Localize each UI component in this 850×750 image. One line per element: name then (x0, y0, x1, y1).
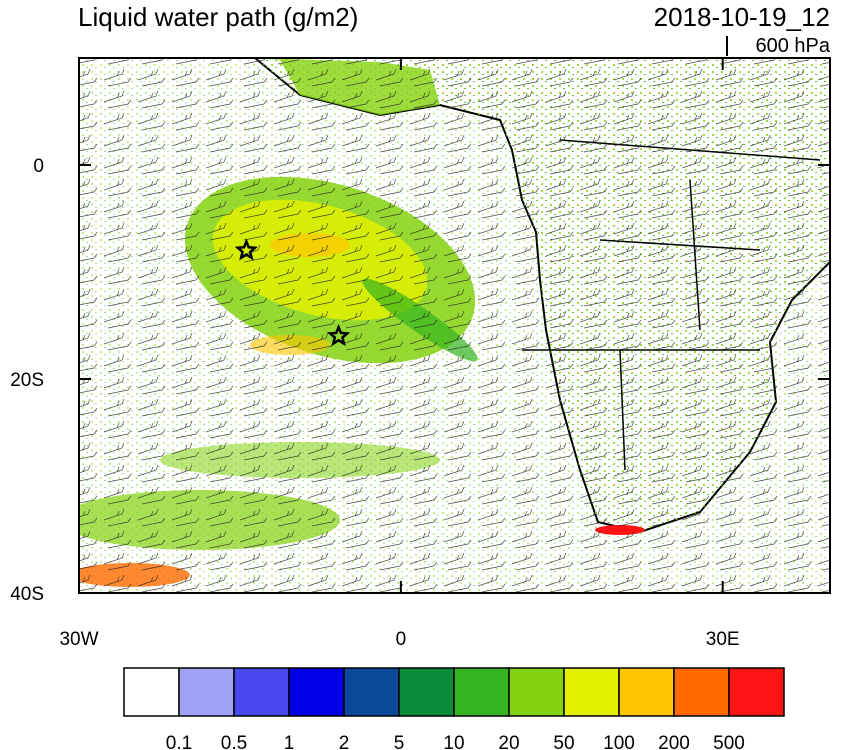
y-tick-label: 40S (10, 584, 44, 605)
colorbar-box (453, 667, 510, 717)
colorbar-label: 100 (603, 733, 635, 750)
colorbar-box (343, 667, 400, 717)
colorbar-box (288, 667, 345, 717)
x-tick-label: 0 (396, 629, 407, 650)
colorbar-box (178, 667, 235, 717)
colorbar-box (123, 667, 180, 717)
colorbar-label: 0.1 (166, 733, 192, 750)
colorbar-label: 10 (443, 733, 464, 750)
colorbar-box (673, 667, 730, 717)
y-tick-label: 0 (33, 156, 44, 177)
colorbar-label: 1 (284, 733, 295, 750)
colorbar-label: 0.5 (221, 733, 247, 750)
colorbar-label: 500 (713, 733, 745, 750)
colorbar-box (398, 667, 455, 717)
colorbar-box (618, 667, 675, 717)
colorbar-box (728, 667, 785, 717)
x-tick-label: 30W (59, 629, 98, 650)
colorbar-label: 2 (339, 733, 350, 750)
colorbar-label: 20 (498, 733, 519, 750)
colorbar-box (233, 667, 290, 717)
colorbar-label: 5 (394, 733, 405, 750)
station-marker (234, 238, 258, 261)
map-field (79, 58, 830, 593)
level: 600 hPa (755, 35, 830, 57)
title: Liquid water path (g/m2) (78, 2, 358, 32)
y-tick-label: 20S (10, 370, 44, 391)
colorbar-box (508, 667, 565, 717)
map-frame (78, 57, 831, 594)
colorbar-label: 200 (658, 733, 690, 750)
station-marker (327, 323, 351, 347)
colorbar-label: 50 (553, 733, 574, 750)
colorbar-box (563, 667, 620, 717)
x-tick-label: 30E (706, 629, 740, 650)
valid-time: 2018-10-19_12 (654, 2, 830, 32)
